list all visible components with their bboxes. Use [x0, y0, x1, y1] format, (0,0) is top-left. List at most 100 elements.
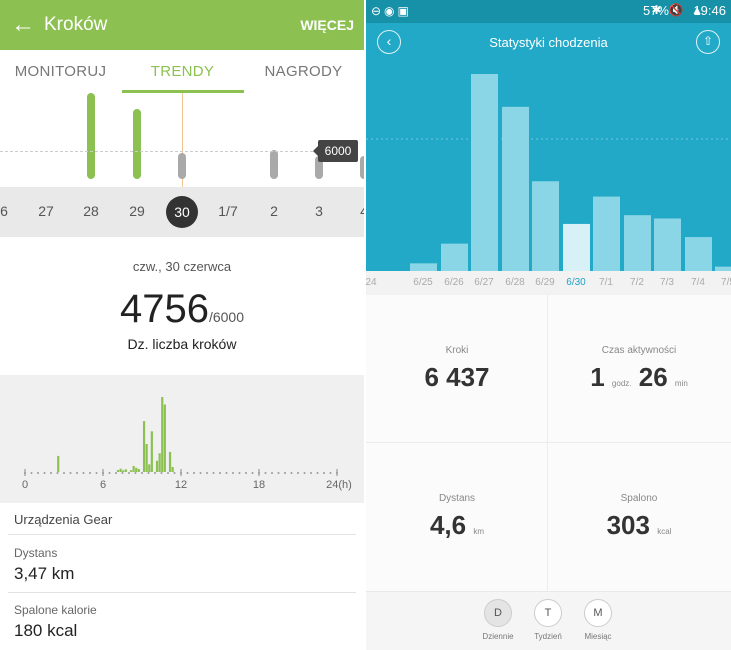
- burned-stat-label: Spalono: [620, 493, 658, 504]
- active-time-stat: Czas aktywności 1 godz. 26 min: [548, 345, 730, 393]
- day-label[interactable]: 24: [366, 277, 377, 288]
- date-label[interactable]: 6: [0, 203, 8, 219]
- hourly-bar: [145, 444, 148, 472]
- date-label[interactable]: 2: [270, 203, 278, 219]
- day-bar: [715, 266, 731, 271]
- axis-dot: [297, 472, 299, 474]
- hourly-bar: [150, 431, 153, 472]
- day-label[interactable]: 7/3: [660, 277, 674, 288]
- system-icons: ✱ 🔇 ▲: [651, 3, 705, 17]
- hourly-bar: [168, 451, 172, 472]
- period-monthly-button[interactable]: M: [584, 599, 612, 627]
- day-label[interactable]: 6/29: [535, 277, 555, 288]
- hourly-bar: [132, 465, 135, 472]
- hourly-bar: [116, 469, 120, 472]
- day-bar[interactable]: [315, 156, 323, 179]
- page-title: Kroków: [44, 14, 108, 35]
- distance-value: 3,47 km: [14, 564, 75, 583]
- date-label[interactable]: 1/7: [218, 203, 238, 219]
- day-label[interactable]: 6/28: [505, 277, 525, 288]
- weekly-steps-chart[interactable]: [366, 23, 731, 271]
- axis-dot: [108, 472, 111, 474]
- date-label[interactable]: 29: [129, 203, 145, 219]
- date-strip[interactable]: 6 27 28 29 30 1/7 2 3 4: [0, 187, 364, 237]
- axis-dot: [323, 472, 325, 474]
- date-label[interactable]: 30: [166, 196, 198, 228]
- day-label[interactable]: 6/30: [566, 277, 586, 288]
- axis-dot: [43, 472, 46, 474]
- share-icon[interactable]: ⇧: [696, 30, 720, 54]
- day-bar[interactable]: [178, 152, 186, 179]
- day-bar[interactable]: [87, 93, 95, 179]
- hourly-bar: [129, 470, 133, 472]
- day-label[interactable]: 7/4: [691, 277, 705, 288]
- day-label[interactable]: 6/25: [413, 277, 433, 288]
- day-labels[interactable]: 24 6/25 6/26 6/27 6/28 6/29 6/30 7/1 7/2 7/3 7/4 7/…: [366, 271, 731, 295]
- period-daily-button[interactable]: D: [484, 599, 512, 627]
- goal-tag: 6000: [313, 140, 358, 162]
- distance-stat-value: 4,6 km: [366, 510, 548, 541]
- period-monthly-label: Miesiąc: [584, 632, 612, 641]
- hourly-bar: [137, 468, 140, 472]
- burned-number: 303: [606, 510, 650, 540]
- day-label[interactable]: 7/1: [599, 277, 613, 288]
- step-count: 4756/6000: [0, 287, 364, 332]
- day-bar: [410, 263, 437, 271]
- date-label[interactable]: 28: [83, 203, 99, 219]
- details-list: Urządzenia Gear Dystans 3,47 km Spalone …: [0, 503, 364, 650]
- burned-unit: kcal: [657, 527, 672, 536]
- chevron-left-icon[interactable]: ‹: [377, 30, 401, 54]
- axis-dot: [193, 472, 195, 474]
- hours-unit: godz.: [611, 379, 632, 388]
- hour-tick-label: 18: [253, 479, 265, 491]
- axis-dot: [141, 472, 143, 474]
- hourly-bar: [119, 468, 122, 472]
- date-label[interactable]: 4: [360, 203, 364, 219]
- day-bar: [532, 181, 559, 271]
- axis-dot: [95, 472, 98, 474]
- day-bar: [441, 243, 468, 271]
- day-bar: [654, 218, 681, 271]
- burned-stat-value: 303 kcal: [548, 510, 730, 541]
- axis-dot: [63, 472, 65, 474]
- day-label[interactable]: 7/5: [721, 277, 731, 288]
- axis-dot: [284, 472, 286, 474]
- steps-bars-svg: [366, 74, 731, 271]
- goal-line: [0, 151, 318, 152]
- mi-fit-panel: ⊖◉▣ ✱ 🔇 ▲ 57% 19:46 ‹ Statystyki chodzen…: [366, 0, 731, 650]
- period-weekly-button[interactable]: T: [534, 599, 562, 627]
- distance-unit: km: [473, 527, 485, 536]
- axis-dot: [186, 472, 189, 474]
- battery-percent: 57%: [642, 3, 669, 18]
- tab-nagrody[interactable]: NAGRODY: [264, 63, 343, 80]
- day-label[interactable]: 6/26: [444, 277, 464, 288]
- more-button[interactable]: WIĘCEJ: [300, 17, 354, 33]
- date-label[interactable]: 27: [38, 203, 54, 219]
- steps-goal: /6000: [208, 309, 245, 325]
- app-bar: ← Kroków WIĘCEJ: [0, 0, 364, 50]
- day-label[interactable]: 7/2: [630, 277, 644, 288]
- selected-day-line: [182, 93, 183, 187]
- day-label[interactable]: 6/27: [474, 277, 494, 288]
- active-time-value: 1 godz. 26 min: [548, 362, 730, 393]
- axis-dot: [154, 472, 156, 474]
- tab-monitoruj[interactable]: MONITORUJ: [14, 63, 107, 80]
- date-label[interactable]: 3: [315, 203, 323, 219]
- axis-dot: [264, 472, 267, 474]
- grid-divider: [547, 295, 548, 591]
- day-bar[interactable]: [270, 150, 278, 179]
- day-bar[interactable]: [360, 156, 364, 179]
- calories-value: 180 kcal: [14, 621, 78, 640]
- arrow-left-icon[interactable]: ←: [11, 11, 35, 38]
- axis-dot: [89, 472, 91, 474]
- tab-trendy[interactable]: TRENDY: [150, 63, 215, 80]
- day-bar[interactable]: [133, 108, 141, 179]
- active-minutes: 26: [638, 362, 668, 392]
- daily-steps-chart[interactable]: [0, 93, 364, 187]
- axis-dot: [232, 472, 234, 474]
- steps-value: 4756: [119, 287, 209, 331]
- day-summary: czw., 30 czerwca 4756/6000 Dz. liczba kr…: [0, 237, 364, 375]
- axis-dot: [277, 472, 280, 474]
- grid-divider: [366, 442, 731, 443]
- axis-dot: [206, 472, 208, 474]
